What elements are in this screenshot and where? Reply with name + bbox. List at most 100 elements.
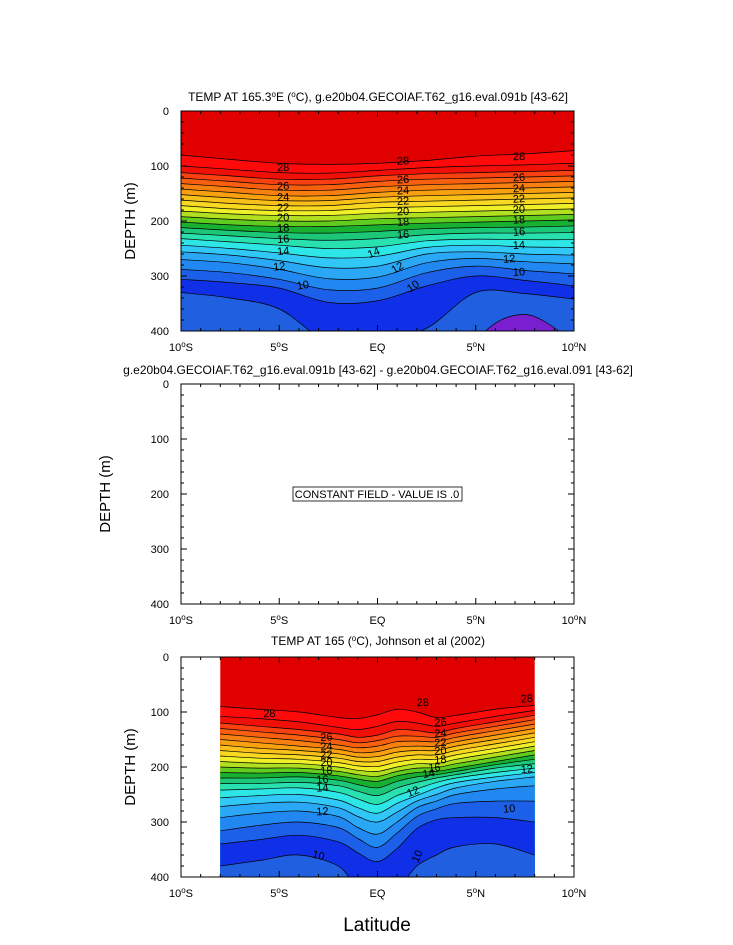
contour-label-top: 22: [513, 193, 526, 206]
x-tick-label-top: EQ: [370, 342, 386, 354]
x-tick-label-bottom: 10oN: [562, 886, 587, 900]
contour-label-top: 12: [389, 260, 406, 277]
contour-line-27-bottom: [220, 710, 535, 730]
contour-line-20-top: [181, 203, 574, 212]
contour-label-bottom: 10: [503, 803, 516, 816]
contour-label-top: 12: [503, 253, 516, 266]
contour-line-26-bottom: [220, 714, 535, 738]
contour-line-10-top: [181, 265, 574, 291]
x-tick-label-top: 10oN: [562, 340, 587, 354]
y-tick-label-middle: 200: [151, 489, 169, 501]
contour-line-13-bottom: [220, 772, 535, 814]
contour-label-top: 18: [513, 214, 526, 227]
contour-line-8-top: [181, 289, 574, 331]
contour-line-23-bottom: [220, 728, 535, 754]
contour-fill-8-bottom: [220, 843, 535, 877]
contour-line-22-bottom: [220, 732, 535, 758]
x-tick-label-bottom: 5oN: [466, 886, 485, 900]
contour-line-28-bottom: [220, 705, 535, 720]
contour-line-22-top: [181, 192, 574, 202]
contour-label-top: 26: [513, 172, 526, 185]
contour-label-top: 16: [513, 226, 526, 239]
contour-label-top: 22: [397, 195, 410, 208]
y-tick-label-middle: 300: [151, 544, 169, 556]
contour-label-bottom: 22: [320, 749, 333, 762]
contour-label-top: 14: [366, 245, 382, 261]
contour-line-17-bottom: [220, 754, 535, 782]
x-tick-label-top: 5oS: [270, 340, 288, 354]
x-axis-title: Latitude: [343, 915, 411, 936]
contour-label-bottom: 26: [320, 731, 333, 744]
contour-line-13-top: [181, 244, 574, 259]
contour-label-bottom: 24: [320, 741, 333, 754]
contour-label-bottom: 26: [434, 717, 447, 730]
contour-label-bottom: 24: [434, 728, 447, 741]
panel-middle-title: g.e20b04.GECOIAF.T62_g16.eval.091b [43-6…: [123, 363, 633, 377]
y-tick-label-middle: 100: [151, 434, 169, 446]
contour-label-top: 24: [513, 183, 526, 196]
contour-line-28-top: [181, 150, 574, 165]
y-tick-label-bottom: 200: [151, 762, 169, 774]
contour-label-top: 22: [277, 202, 290, 215]
panel-top: TEMP AT 165.3oE (oC), g.e20b04.GECOIAF.T…: [122, 90, 587, 354]
contour-label-bottom: 22: [434, 737, 447, 750]
contour-line-18-bottom: [220, 750, 535, 777]
contour-label-top: 10: [405, 278, 422, 295]
contour-line-25-top: [181, 175, 574, 186]
contour-line-19-top: [181, 208, 574, 217]
contour-line-16-top: [181, 225, 574, 234]
contour-label-bottom: 20: [320, 757, 333, 770]
contour-label-bottom: 16: [316, 774, 329, 787]
y-tick-label-top: 400: [151, 326, 169, 338]
contour-line-15-bottom: [220, 763, 535, 796]
x-tick-label-bottom: EQ: [370, 888, 386, 900]
x-tick-label-middle: 10oS: [169, 613, 193, 627]
contour-label-top: 14: [277, 245, 290, 258]
contour-line-17-top: [181, 219, 574, 228]
y-tick-label-top: 100: [151, 161, 169, 173]
contour-label-top: 20: [513, 204, 526, 217]
panel-bottom: TEMP AT 165 (oC), Johnson et al (2002) 2…: [122, 634, 587, 900]
contour-line-2-top: [485, 314, 560, 331]
contour-label-bottom: 28: [263, 708, 276, 720]
contour-label-bottom: 12: [405, 784, 421, 800]
contour-line-11-bottom: [220, 785, 535, 835]
contour-label-top: 26: [277, 180, 290, 193]
contour-line-26-top: [181, 170, 574, 180]
contour-line-8-bottom: [220, 843, 535, 877]
contour-label-bottom: 14: [316, 782, 329, 795]
contour-line-20-bottom: [220, 741, 535, 768]
contour-line-15-top: [181, 232, 574, 241]
contour-line-18-top: [181, 214, 574, 222]
panel-top-title: TEMP AT 165.3oE (oC), g.e20b04.GECOIAF.T…: [188, 90, 568, 104]
axes-top: 10oS 5oS EQ 5oN 10oN 0 100 200 300 400: [151, 106, 587, 354]
contour-line-21-bottom: [220, 736, 535, 763]
x-tick-label-middle: 10oN: [562, 613, 587, 627]
y-tick-label-middle: 400: [151, 599, 169, 611]
contour-label-top: 20: [397, 206, 410, 219]
contour-label-top: 20: [277, 212, 290, 225]
contour-label-bottom: 16: [428, 762, 441, 775]
y-axis-label-middle: DEPTH (m): [97, 455, 114, 533]
contour-label-top: 10: [513, 266, 526, 279]
contour-line-23-top: [181, 186, 574, 197]
x-tick-label-middle: 5oN: [466, 613, 485, 627]
contour-label-top: 24: [397, 185, 410, 198]
contour-fill-8-top: [181, 290, 574, 331]
contour-label-top: 14: [513, 239, 526, 252]
axes-middle: 10oS 5oS EQ 5oN 10oN 0 100 200 300 400: [151, 379, 587, 627]
x-tick-label-bottom: 5oS: [270, 886, 288, 900]
contour-label-bottom: 14: [422, 767, 436, 781]
contour-line-14-bottom: [220, 767, 535, 805]
y-axis-label-top: DEPTH (m): [122, 182, 139, 260]
contour-line-24-top: [181, 181, 574, 191]
x-tick-label-top: 5oN: [466, 340, 485, 354]
contour-label-bottom: 10: [410, 848, 426, 864]
y-tick-label-top: 0: [163, 106, 169, 118]
contour-line-14-top: [181, 238, 574, 249]
y-tick-label-bottom: 400: [151, 872, 169, 884]
contour-label-top: 18: [277, 222, 290, 235]
contour-label-top: 28: [397, 155, 410, 167]
